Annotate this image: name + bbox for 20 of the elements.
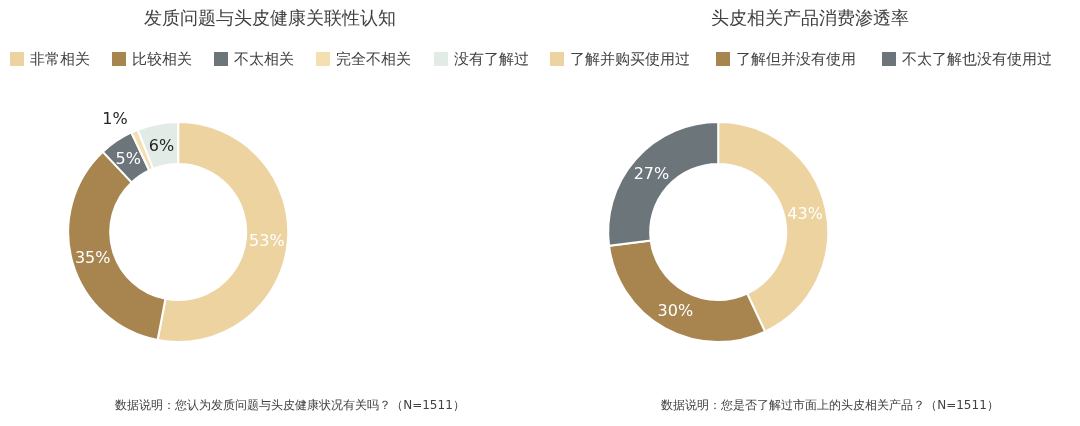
legend-label: 了解并购买使用过 bbox=[570, 50, 690, 68]
data-label: 27% bbox=[633, 164, 670, 184]
data-label: 30% bbox=[657, 300, 694, 320]
legend-label: 不太相关 bbox=[234, 50, 294, 68]
data-label: 5% bbox=[115, 149, 141, 169]
data-label: 43% bbox=[787, 203, 823, 223]
text: 数据说明：您认为发质问题与头皮健康状况有关吗？（N=1511） bbox=[115, 398, 465, 412]
text: 数据说明：您是否了解过市面上的头皮相关产品？（N=1511） bbox=[661, 398, 999, 412]
legend-label: 完全不相关 bbox=[336, 50, 411, 68]
data-label: 6% bbox=[148, 135, 175, 155]
legend-label: 了解但并没有使用 bbox=[736, 50, 856, 68]
chart-title: 头皮相关产品消费渗透率 bbox=[711, 7, 909, 28]
data-label: 53% bbox=[249, 231, 285, 251]
data-label: 35% bbox=[74, 247, 111, 267]
legend-label: 不太了解也没有使用过 bbox=[902, 50, 1052, 68]
legend-label: 没有了解过 bbox=[454, 50, 529, 68]
legend-label: 比较相关 bbox=[132, 50, 192, 68]
data-label: 1% bbox=[102, 109, 128, 129]
legend-label: 非常相关 bbox=[30, 50, 90, 68]
chart-title: 发质问题与头皮健康关联性认知 bbox=[144, 7, 396, 28]
